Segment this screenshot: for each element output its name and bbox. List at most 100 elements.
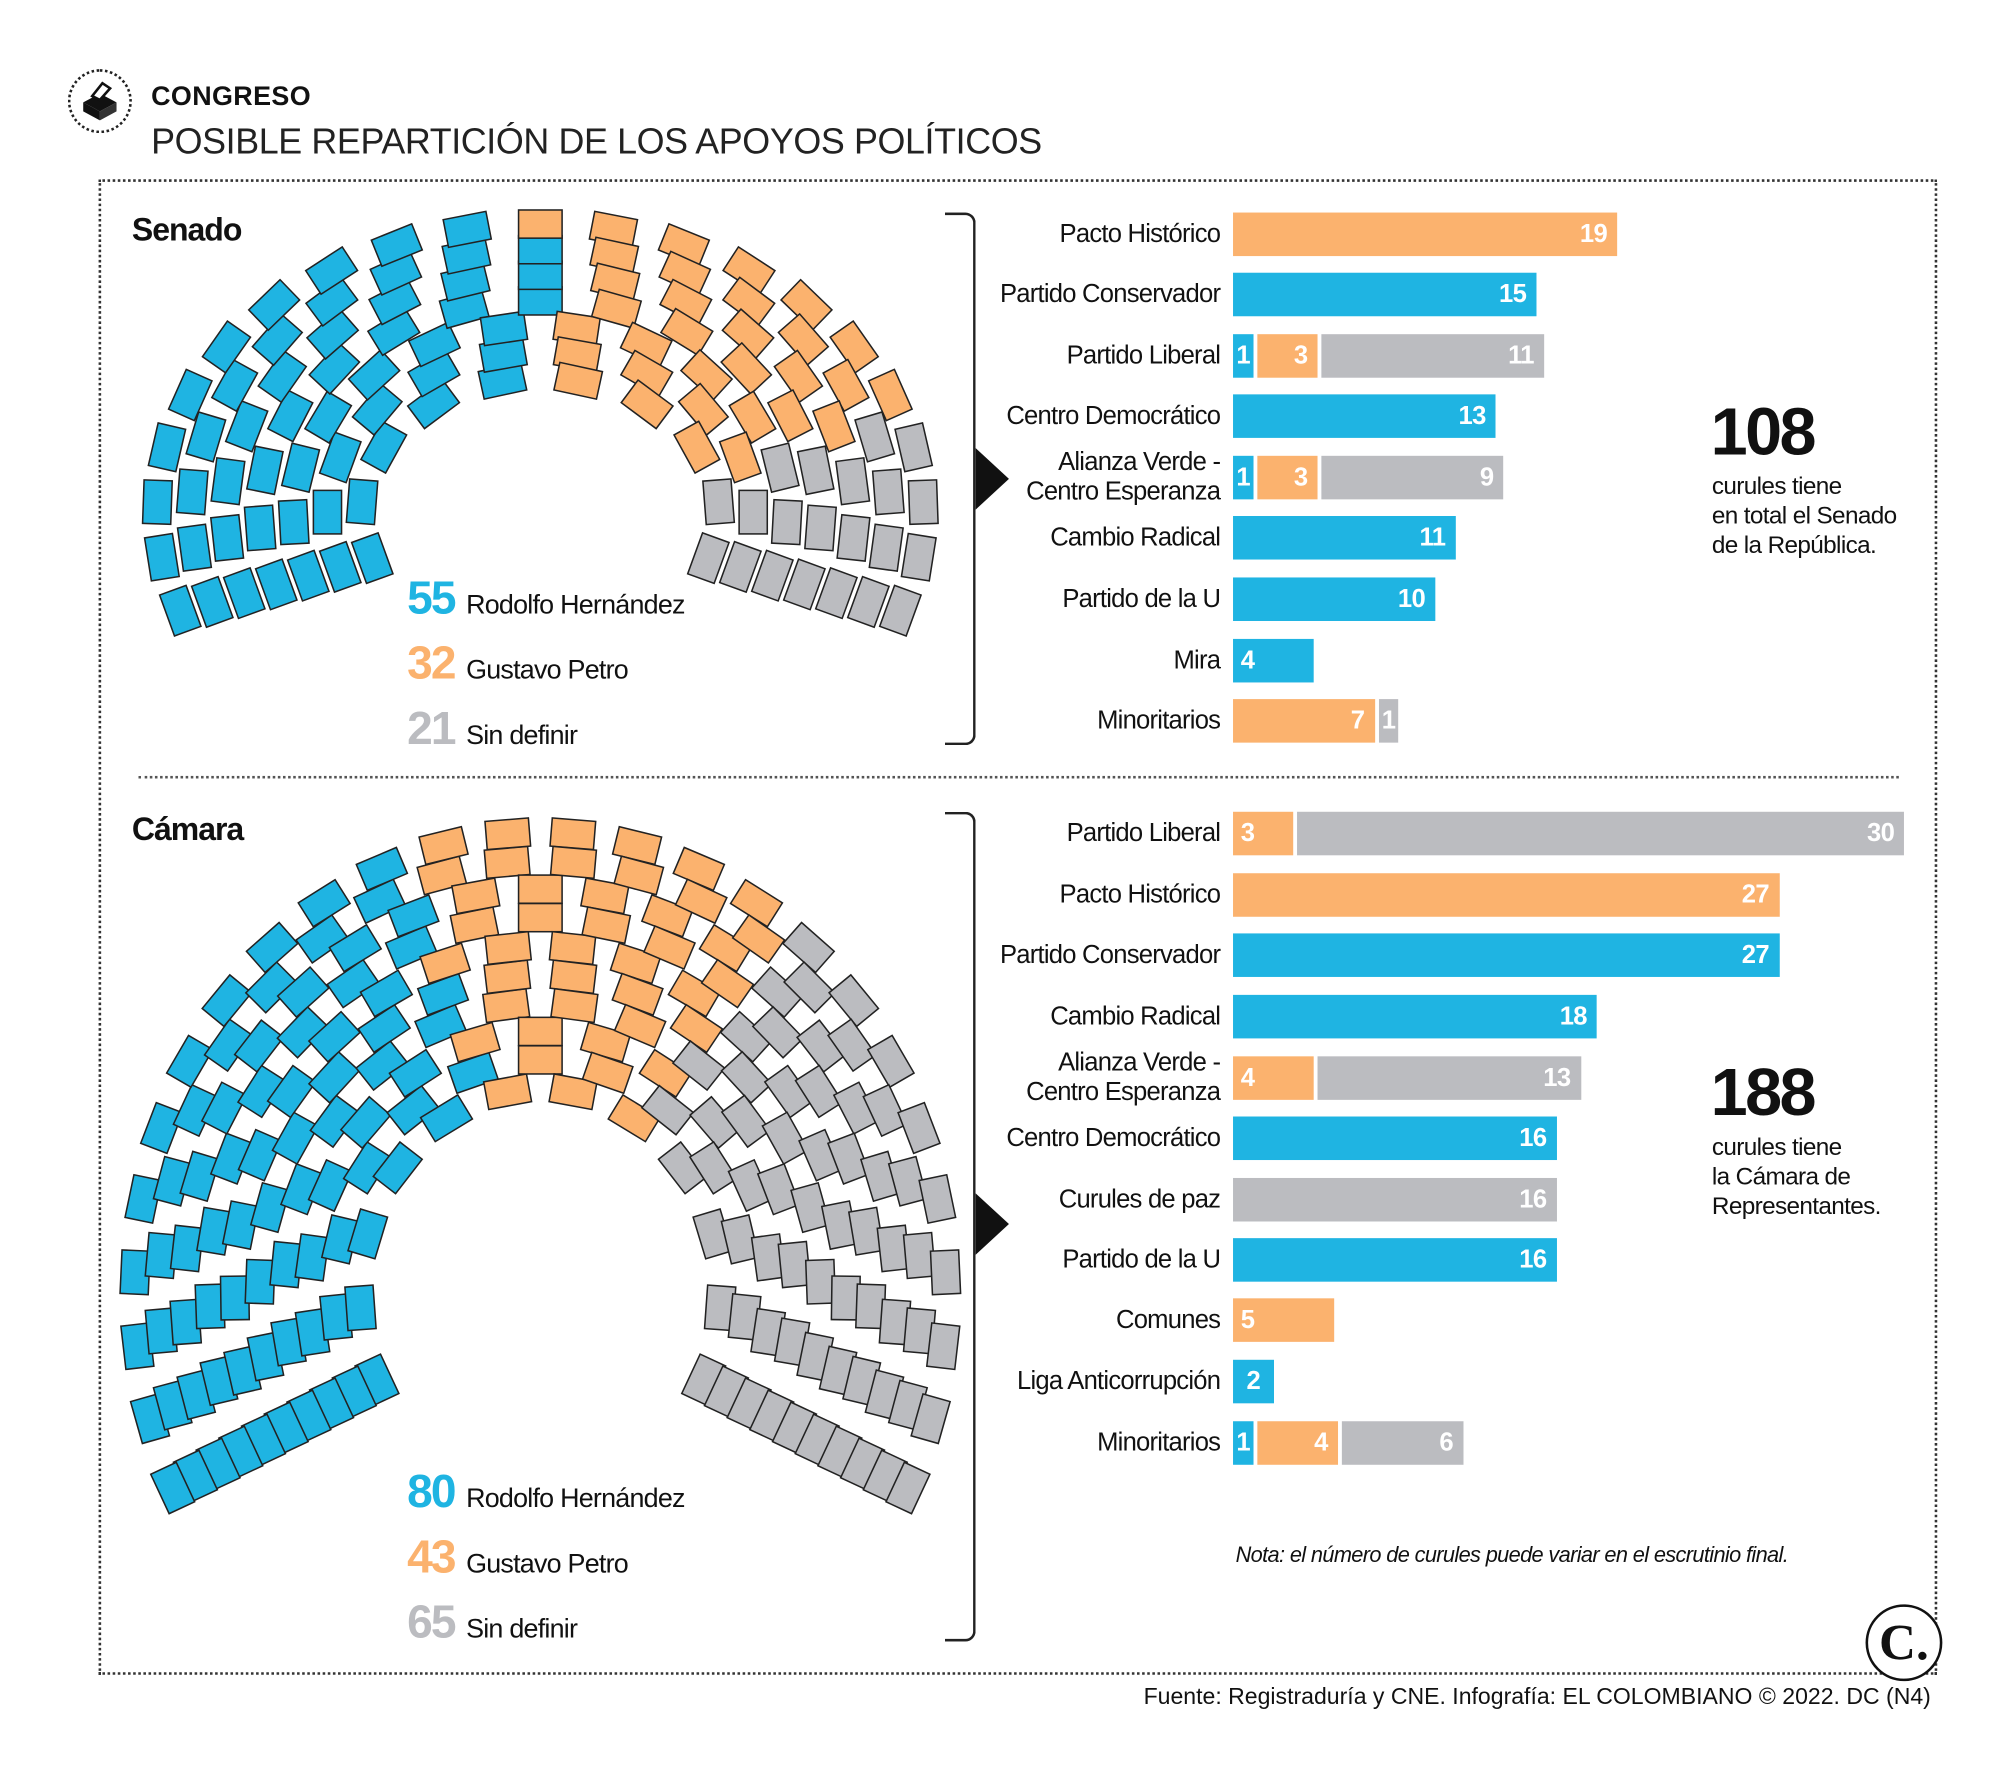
seat-petro: [590, 288, 643, 330]
senado-title: Senado: [131, 212, 242, 249]
seat-hernandez: [419, 1093, 474, 1143]
caption-line: la Cámara de: [1711, 1163, 1851, 1191]
seat-hernandez: [221, 1200, 260, 1251]
seat-hernandez: [254, 558, 298, 611]
camara-bar-label: Alianza Verde - Centro Esperanza: [1026, 1048, 1221, 1107]
camara-bracket: [944, 811, 976, 1642]
senado-bar-hernandez: 10: [1233, 577, 1436, 621]
camara-bar-label: Pacto Histórico: [1059, 880, 1221, 909]
camara-bar-hernandez: 27: [1233, 933, 1780, 977]
seat-petro: [669, 1003, 724, 1054]
camara-bar-petro: 5: [1233, 1298, 1335, 1342]
seat-hernandez: [149, 1461, 196, 1515]
seat-petro: [450, 877, 501, 915]
seat-petro: [779, 278, 834, 332]
seat-hernandez: [303, 390, 353, 445]
seat-hernandez: [370, 222, 424, 268]
seat-hernandez: [517, 286, 563, 316]
seat-hernandez: [318, 540, 362, 594]
seat-hernandez: [175, 468, 209, 516]
senado-legend-petro: 32 Gustavo Petro: [407, 636, 629, 690]
seat-hernandez: [245, 445, 284, 496]
seat-hernandez: [266, 388, 314, 443]
section-kicker: CONGRESO: [151, 81, 312, 112]
seat-hernandez: [147, 422, 187, 473]
camara-bar-label: Centro Democrático: [1006, 1123, 1221, 1152]
senado-total: 108: [1710, 395, 1817, 470]
senado-bar-hernandez: 13: [1233, 394, 1497, 438]
seat-sin-definir: [868, 523, 904, 573]
seat-petro: [484, 817, 532, 851]
seat-sin-definir: [907, 479, 939, 526]
seat-petro: [483, 845, 531, 880]
seat-petro: [449, 1021, 501, 1063]
camara-bar-petro: 4: [1257, 1421, 1338, 1465]
seat-sin-definir: [720, 1050, 773, 1104]
seat-petro: [550, 987, 599, 1024]
footnote: Nota: el número de curules puede variar …: [1235, 1542, 1789, 1568]
legend-value: 21: [407, 701, 456, 755]
seat-petro: [672, 420, 721, 475]
seat-sin-definir: [884, 1461, 931, 1515]
camara-legend-petro: 43 Gustavo Petro: [407, 1530, 629, 1584]
caption-line: de la República.: [1711, 532, 1877, 560]
seat-sin-definir: [781, 921, 836, 974]
senado-arrow-icon: [975, 448, 1009, 510]
seat-sin-definir: [688, 1140, 739, 1195]
camara-bar-petro: 3: [1233, 811, 1294, 856]
seat-hernandez: [307, 1010, 362, 1063]
seat-hernandez: [124, 1173, 163, 1225]
camara-total: 188: [1710, 1056, 1817, 1131]
seat-hernandez: [442, 210, 493, 249]
seat-hernandez: [339, 1095, 392, 1150]
seat-hernandez: [387, 893, 440, 938]
camara-legend-sin-definir: 65 Sin definir: [407, 1595, 578, 1649]
seat-hernandez: [222, 566, 266, 620]
seat-sin-definir: [910, 1392, 952, 1445]
seat-hernandez: [141, 479, 174, 526]
seat-petro: [553, 361, 604, 401]
seat-hernandez: [318, 431, 362, 484]
seat-petro: [867, 368, 914, 422]
seat-hernandez: [210, 358, 259, 413]
camara-bar-label: Liga Anticorrupción: [1016, 1366, 1221, 1395]
seat-hernandez: [347, 348, 401, 402]
senado-legend-hernandez: 55 Rodolfo Hernández: [407, 571, 685, 625]
seat-sin-definir: [835, 456, 871, 506]
seat-petro: [482, 1073, 533, 1111]
seat-sin-definir: [783, 960, 836, 1014]
seat-hernandez: [517, 260, 563, 291]
seat-sin-definir: [790, 1181, 831, 1234]
seat-petro: [728, 390, 777, 445]
camara-bar-label: Curules de paz: [1058, 1185, 1221, 1214]
seat-hernandez: [201, 319, 252, 374]
seat-sin-definir: [894, 422, 934, 473]
senado-bar-sin_definir: 1: [1378, 699, 1399, 743]
senado-bar-label: Partido Liberal: [1066, 341, 1221, 370]
seat-sin-definir: [671, 1039, 726, 1092]
senado-bar-sin_definir: 9: [1321, 455, 1504, 500]
senado-bar-sin_definir: 11: [1321, 334, 1545, 378]
seat-sin-definir: [836, 513, 871, 562]
seat-petro: [484, 930, 533, 966]
seat-sin-definir: [760, 442, 800, 494]
senado-bar-label: Mira: [1173, 645, 1221, 675]
senado-bar-hernandez: 15: [1233, 272, 1537, 317]
seat-hernandez: [237, 1128, 283, 1182]
seat-hernandez: [167, 368, 214, 422]
seat-hernandez: [266, 1064, 317, 1119]
seat-sin-definir: [702, 478, 736, 526]
seat-sin-definir: [846, 575, 891, 629]
seat-petro: [773, 349, 824, 404]
legend-label: Rodolfo Hernández: [466, 1483, 685, 1514]
seat-petro: [659, 307, 714, 357]
legend-value: 43: [407, 1530, 456, 1583]
seat-hernandez: [243, 504, 277, 552]
senado-bar-label: Pacto Histórico: [1059, 219, 1221, 248]
seat-sin-definir: [871, 468, 905, 516]
senado-bar-petro: 3: [1257, 455, 1318, 500]
legend-value: 80: [407, 1464, 456, 1518]
seat-petro: [517, 1045, 563, 1075]
seat-sin-definir: [794, 1064, 844, 1119]
seat-hernandez: [224, 399, 269, 453]
